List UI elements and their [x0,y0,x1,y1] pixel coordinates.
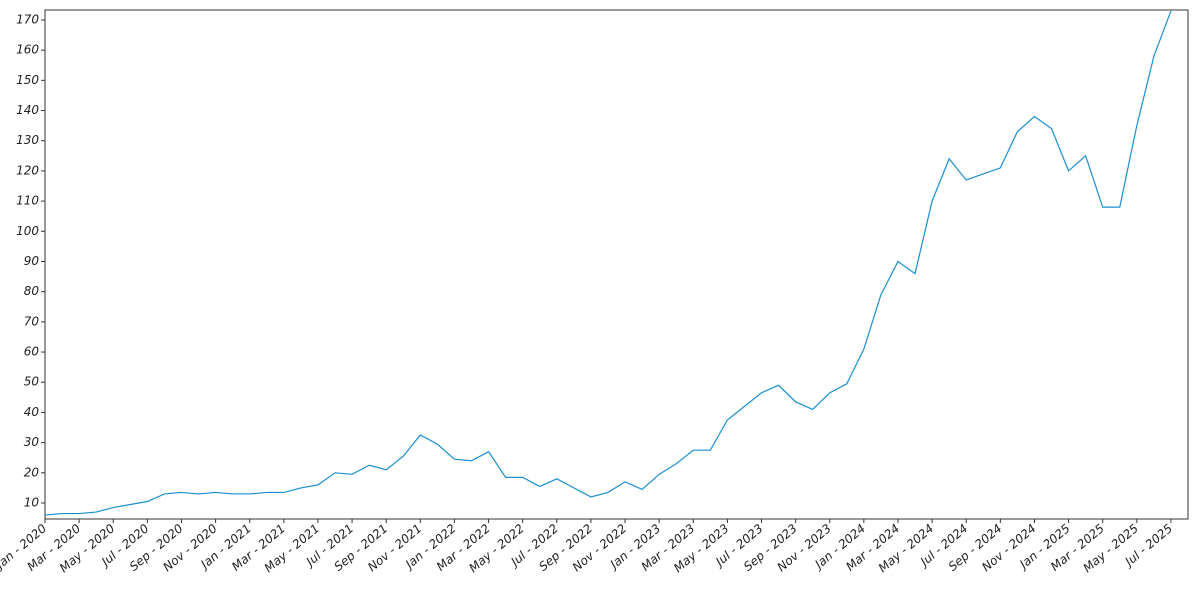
y-tick-label: 160 [16,43,39,57]
y-tick-label: 20 [24,465,40,479]
y-tick-label: 70 [24,314,40,328]
price-line [44,10,1172,516]
y-tick-label: 170 [16,12,39,26]
y-tick-label: 30 [24,435,40,449]
y-tick-label: 110 [16,194,39,208]
y-tick-label: 80 [24,284,40,298]
y-tick-label: 140 [16,103,39,117]
y-tick-label: 40 [24,405,40,419]
y-tick-label: 150 [16,73,39,87]
y-tick-label: 130 [16,133,39,147]
y-tick-label: 10 [24,495,40,509]
y-tick-label: 60 [24,345,40,359]
plot-frame [44,9,1189,520]
y-tick-label: 50 [24,375,40,389]
y-tick-label: 100 [16,224,39,238]
y-tick-label: 120 [16,163,39,177]
y-tick-label: 90 [24,254,40,268]
